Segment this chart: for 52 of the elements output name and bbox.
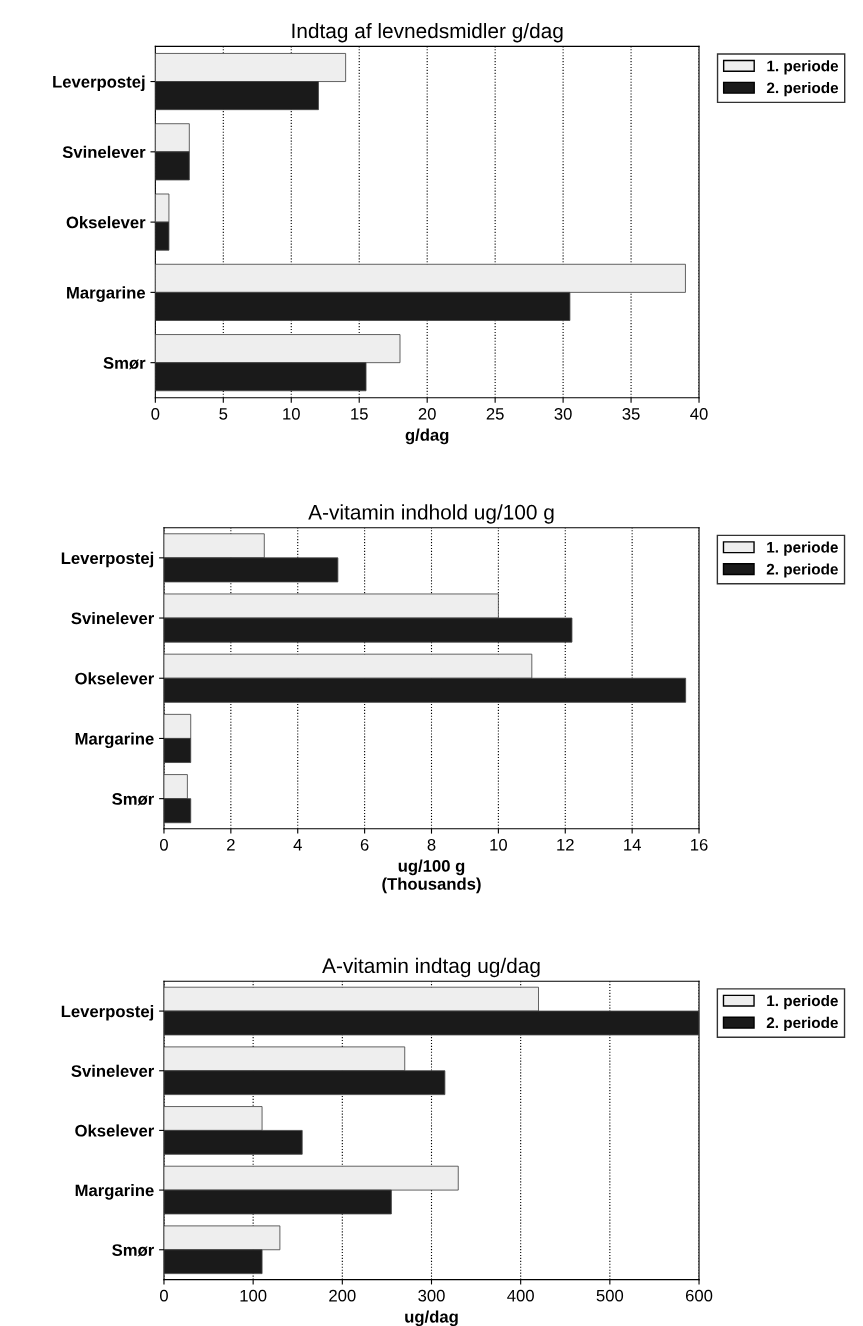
y-tick-label: Margarine — [75, 1184, 154, 1200]
x-axis-title: ug/dag — [405, 1310, 458, 1326]
x-tick-label: 0 — [159, 1289, 168, 1302]
legend-label: 2. periode — [766, 1016, 838, 1032]
y-tick-label: Okselever — [66, 216, 146, 229]
y-tick-label: Leverpostej — [61, 551, 154, 568]
chart-title: A-vitamin indhold ug/100 g — [308, 504, 554, 524]
legend-label: 2. periode — [766, 563, 838, 578]
x-axis-title: ug/100 g (Thousands) — [382, 859, 481, 894]
x-tick-label: 200 — [329, 1289, 356, 1302]
y-tick-label: Svinelever — [62, 145, 146, 159]
x-axis-title: g/dag — [405, 428, 449, 445]
chart-title: A-vitamin indtag ug/dag — [322, 957, 540, 978]
y-tick-label: Svinelever — [71, 1064, 154, 1077]
x-tick-label: 10 — [283, 407, 300, 420]
x-tick-label: 300 — [418, 1289, 445, 1302]
legend-label: 1. periode — [767, 60, 839, 75]
x-tick-label: 16 — [691, 838, 708, 851]
x-tick-label: 40 — [690, 407, 708, 420]
x-tick-label: 4 — [293, 839, 302, 851]
x-tick-label: 400 — [507, 1289, 534, 1302]
y-tick-label: Margarine — [75, 732, 154, 749]
y-tick-label: Leverpostej — [53, 75, 145, 92]
x-tick-label: 25 — [486, 407, 504, 420]
x-tick-label: 35 — [622, 407, 640, 420]
x-tick-label: 0 — [151, 407, 160, 420]
x-tick-label: 100 — [240, 1289, 267, 1302]
y-tick-label: Smør — [112, 1244, 154, 1257]
x-tick-label: 14 — [624, 839, 641, 851]
x-tick-label: 600 — [685, 1289, 713, 1302]
x-tick-label: 20 — [418, 407, 436, 420]
legend-label: 1. periode — [767, 994, 838, 1010]
x-tick-label: 500 — [596, 1289, 624, 1302]
y-tick-label: Smør — [103, 357, 146, 370]
y-tick-label: Svinelever — [71, 612, 154, 625]
x-tick-label: 15 — [351, 408, 368, 420]
y-tick-label: Smør — [112, 793, 154, 806]
y-tick-label: Margarine — [67, 286, 146, 302]
x-tick-label: 30 — [554, 407, 572, 420]
legend-label: 2. periode — [766, 82, 839, 97]
chart-title: Indtag af levnedsmidler g/dag — [292, 22, 563, 43]
x-tick-label: 8 — [427, 838, 436, 851]
x-tick-label: 2 — [227, 838, 235, 851]
legend-label: 1. periode — [767, 541, 838, 556]
x-tick-label: 10 — [490, 838, 507, 851]
x-tick-label: 0 — [159, 838, 168, 851]
x-tick-label: 6 — [360, 838, 369, 851]
x-tick-label: 5 — [219, 408, 228, 420]
y-tick-label: Okselever — [75, 1124, 154, 1137]
y-tick-label: Okselever — [75, 672, 154, 685]
y-tick-label: Leverpostej — [61, 1005, 154, 1021]
x-tick-label: 12 — [557, 838, 574, 851]
